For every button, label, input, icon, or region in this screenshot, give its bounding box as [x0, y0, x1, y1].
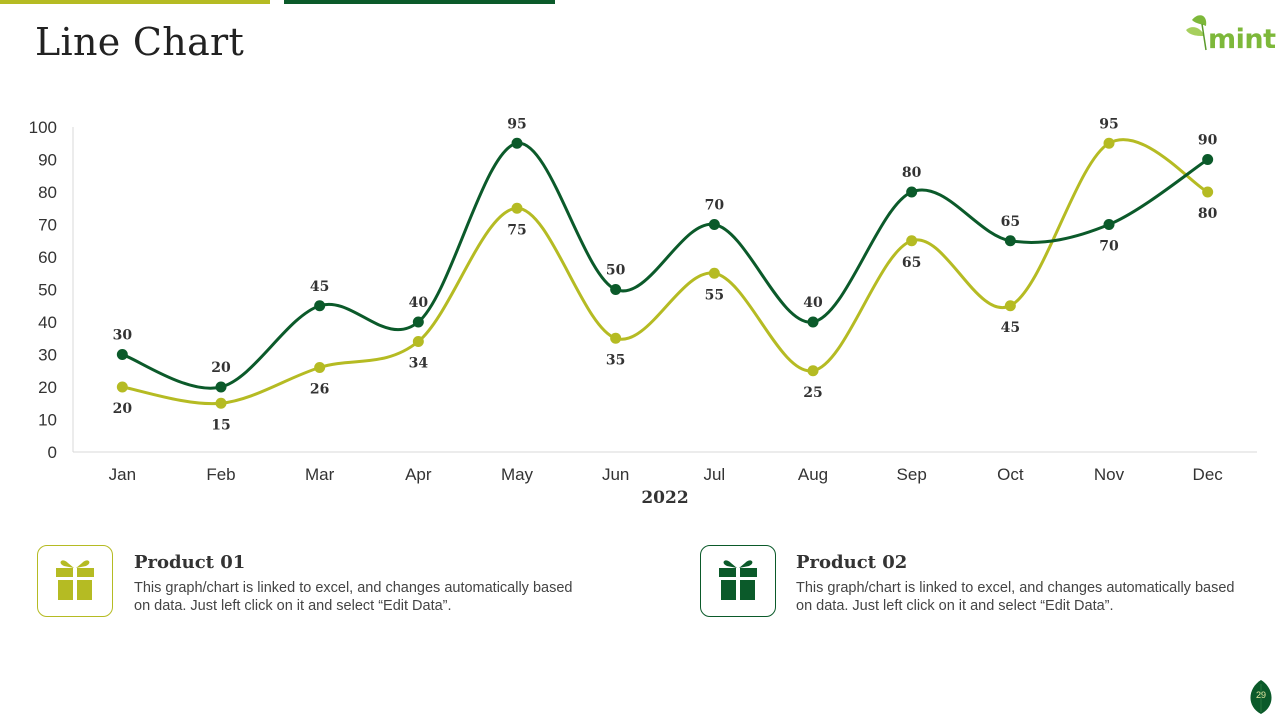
data-label: 95 — [1099, 116, 1118, 132]
data-label: 65 — [1001, 214, 1020, 230]
data-point — [215, 381, 227, 393]
y-tick-label: 50 — [38, 281, 57, 300]
x-tick-label: Jul — [703, 465, 725, 484]
data-label: 25 — [803, 385, 822, 401]
data-point — [412, 336, 424, 347]
data-point — [807, 316, 819, 328]
data-point — [1202, 154, 1214, 165]
logo-text: mint — [1208, 24, 1276, 55]
product-01-icon-box — [37, 545, 113, 617]
product-01-description: This graph/chart is linked to excel, and… — [134, 580, 573, 614]
page-leaf-icon — [1250, 680, 1272, 714]
data-point — [412, 316, 424, 328]
data-label: 40 — [803, 295, 823, 311]
data-label: 80 — [902, 165, 922, 181]
x-tick-label: Apr — [405, 465, 432, 484]
x-tick-label: Dec — [1193, 465, 1224, 484]
data-point — [906, 186, 918, 198]
y-tick-label: 30 — [38, 346, 57, 365]
x-axis-title: 2022 — [641, 488, 688, 508]
y-tick-label: 20 — [38, 378, 57, 397]
data-label: 20 — [211, 360, 231, 376]
x-tick-label: Nov — [1094, 465, 1125, 484]
data-label: 20 — [113, 401, 133, 417]
data-point — [116, 349, 128, 360]
data-point — [116, 381, 128, 393]
data-label: 65 — [902, 255, 921, 271]
y-tick-label: 100 — [29, 118, 57, 137]
data-point — [708, 267, 720, 279]
data-label: 40 — [409, 295, 429, 311]
data-point — [314, 300, 326, 312]
data-label: 80 — [1198, 206, 1218, 222]
x-tick-label: Jan — [109, 465, 136, 484]
data-point — [1103, 137, 1115, 149]
data-label: 30 — [113, 328, 133, 344]
data-label: 45 — [310, 279, 329, 295]
product-02-description: This graph/chart is linked to excel, and… — [796, 580, 1235, 614]
x-tick-label: Sep — [897, 465, 927, 484]
x-tick-label: Mar — [305, 465, 335, 484]
product-02-title: Product 02 — [796, 552, 908, 573]
data-label: 15 — [211, 417, 230, 433]
data-point — [314, 362, 326, 373]
x-tick-label: Aug — [798, 465, 828, 484]
data-label: 70 — [705, 198, 725, 214]
data-point — [511, 202, 523, 214]
data-point — [610, 284, 622, 295]
series-line-0 — [121, 141, 1209, 390]
product-02-icon-box — [700, 545, 776, 617]
data-point — [511, 137, 523, 149]
gift-icon — [56, 560, 94, 600]
y-tick-label: 60 — [38, 248, 57, 267]
gift-icon — [719, 560, 757, 600]
data-label: 26 — [310, 382, 329, 398]
y-tick-label: 10 — [38, 411, 57, 430]
data-point — [1202, 186, 1214, 198]
data-label: 35 — [606, 352, 625, 368]
line-chart[interactable]: 0 10 20 30 40 50 60 70 80 90 100 Jan Feb Mar Apr May Jun… — [0, 100, 1280, 510]
data-label: 50 — [606, 263, 626, 279]
x-tick-label: Feb — [206, 465, 235, 484]
y-tick-label: 80 — [38, 183, 57, 202]
data-label: 70 — [1099, 239, 1119, 255]
data-point — [610, 332, 622, 344]
page-title: Line Chart — [35, 20, 245, 64]
page-number: 29 — [1255, 690, 1266, 700]
data-point — [215, 397, 227, 409]
data-point — [1004, 300, 1016, 312]
data-point — [906, 235, 918, 247]
data-point — [708, 219, 720, 230]
mint-leaf-icon — [1186, 15, 1207, 51]
data-label: 90 — [1198, 133, 1218, 149]
series-line-1 — [122, 138, 1209, 406]
data-point — [807, 365, 819, 377]
product-01-title: Product 01 — [134, 552, 246, 573]
y-tick-label: 0 — [48, 443, 57, 462]
data-label: 45 — [1001, 320, 1020, 336]
accent-bar-dark — [284, 0, 555, 4]
data-label: 95 — [507, 116, 526, 132]
data-point — [1103, 219, 1115, 230]
x-tick-label: Oct — [997, 465, 1024, 484]
x-tick-label: Jun — [602, 465, 629, 484]
y-tick-label: 70 — [38, 216, 57, 235]
x-tick-label: May — [501, 465, 534, 484]
data-label: 75 — [507, 222, 526, 238]
y-tick-label: 40 — [38, 313, 57, 332]
y-tick-label: 90 — [38, 151, 57, 170]
data-point — [1004, 235, 1016, 247]
accent-bar-light — [0, 0, 270, 4]
data-label: 34 — [409, 356, 429, 372]
data-label: 55 — [705, 287, 724, 303]
